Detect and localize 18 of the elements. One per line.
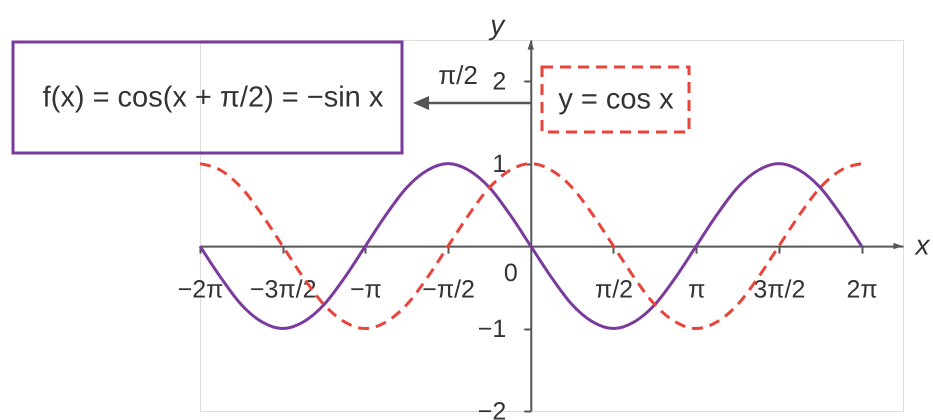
y-tick-label: 1 — [492, 150, 506, 178]
y-tick-label: 2 — [492, 68, 506, 96]
annotation: 0 — [504, 259, 518, 288]
x-tick-label: 2π — [846, 276, 878, 304]
x-tick-label: −π — [350, 276, 382, 304]
x-axis-title: x — [914, 230, 930, 261]
y-axis-title: y — [488, 10, 506, 40]
series-label: y = cos x — [558, 84, 674, 116]
x-tick-label: −2π — [178, 276, 224, 304]
x-tick-label: π/2 — [594, 276, 634, 304]
x-tick-label: 3π/2 — [753, 276, 806, 304]
y-tick-label: −2 — [478, 398, 506, 420]
text: f(x) = cos(x + π/2) = −sin x — [42, 82, 384, 114]
x-tick-label: π — [688, 276, 706, 304]
annotation: π/2 — [438, 60, 478, 90]
y-tick-label: −1 — [478, 315, 506, 344]
x-tick-label: −3π/2 — [250, 276, 317, 304]
x-tick-label: −π/2 — [422, 276, 475, 304]
